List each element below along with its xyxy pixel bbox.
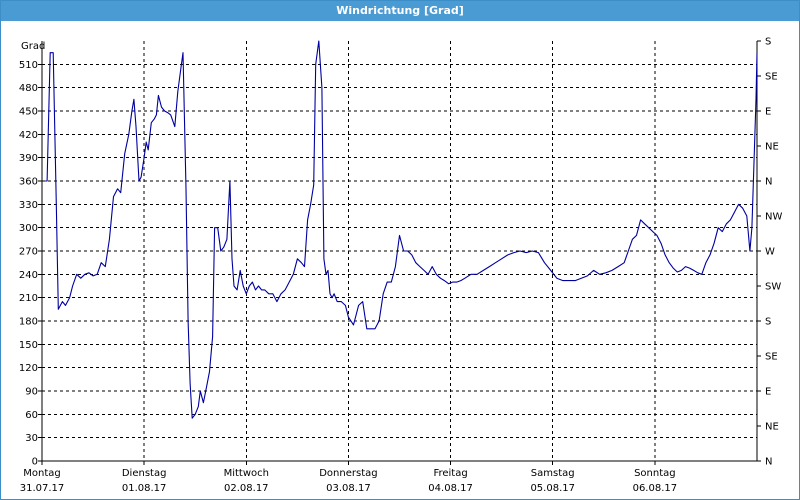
y-tick-label: 150 xyxy=(19,340,38,351)
right-tick-label: N xyxy=(765,457,772,468)
x-tick-date: 01.08.17 xyxy=(122,483,167,494)
right-tick-label: NE xyxy=(765,142,779,153)
y-tick-label: 390 xyxy=(19,153,38,164)
right-tick-label: S xyxy=(765,37,771,48)
x-tick-day: Montag xyxy=(23,468,60,479)
right-tick-label: SE xyxy=(765,72,778,83)
x-tick-date: 03.08.17 xyxy=(326,483,371,494)
y-tick-label: 480 xyxy=(19,83,38,94)
y-tick-label: 300 xyxy=(19,223,38,234)
y-axis-title: Grad xyxy=(21,41,45,52)
right-tick-label: SW xyxy=(765,282,781,293)
series-line-wind-direction xyxy=(45,40,758,419)
y-tick-label: 360 xyxy=(19,177,38,188)
y-tick-label: 330 xyxy=(19,200,38,211)
x-tick-date: 02.08.17 xyxy=(224,483,269,494)
right-tick-label: NW xyxy=(765,212,782,223)
right-tick-label: E xyxy=(765,387,771,398)
x-tick-date: 04.08.17 xyxy=(428,483,473,494)
y-tick-label: 30 xyxy=(25,433,38,444)
window-title: Windrichtung [Grad] xyxy=(1,1,799,21)
x-tick-day: Donnerstag xyxy=(319,468,377,479)
x-axis: Montag 31.07.17 Dienstag 01.08.17 Mittwoch 02… xyxy=(20,461,677,494)
grid xyxy=(42,41,757,461)
right-tick-label: SE xyxy=(765,352,778,363)
series-layer xyxy=(45,40,758,419)
y-tick-label: 510 xyxy=(19,60,38,71)
x-tick-date: 31.07.17 xyxy=(20,483,65,494)
y-tick-label: 90 xyxy=(25,387,38,398)
x-tick-day: Sonntag xyxy=(634,468,676,479)
y-tick-label: 120 xyxy=(19,363,38,374)
right-axis: N NE E SE S SW W NW N NE E SE S xyxy=(757,37,782,468)
y-tick-label: 420 xyxy=(19,130,38,141)
right-tick-label: NE xyxy=(765,422,779,433)
line-chart: 0 30 60 90 120 150 180 210 240 270 300 330 360 390 420… xyxy=(19,37,783,495)
x-tick-day: Freitag xyxy=(433,468,467,479)
x-tick-date: 06.08.17 xyxy=(633,483,678,494)
x-tick-day: Samstag xyxy=(531,468,575,479)
right-tick-label: W xyxy=(765,247,775,258)
right-tick-label: N xyxy=(765,177,772,188)
y-tick-label: 210 xyxy=(19,293,38,304)
y-tick-label: 180 xyxy=(19,317,38,328)
left-axis: 0 30 60 90 120 150 180 210 240 270 300 330 360 390 420… xyxy=(19,60,42,468)
y-tick-label: 0 xyxy=(32,457,38,468)
y-tick-label: 450 xyxy=(19,107,38,118)
x-tick-date: 05.08.17 xyxy=(530,483,575,494)
x-tick-day: Mittwoch xyxy=(224,468,269,479)
y-tick-label: 240 xyxy=(19,270,38,281)
y-tick-label: 270 xyxy=(19,247,38,258)
right-tick-label: E xyxy=(765,107,771,118)
right-tick-label: S xyxy=(765,317,771,328)
x-tick-day: Dienstag xyxy=(122,468,167,479)
y-tick-label: 60 xyxy=(25,410,38,421)
